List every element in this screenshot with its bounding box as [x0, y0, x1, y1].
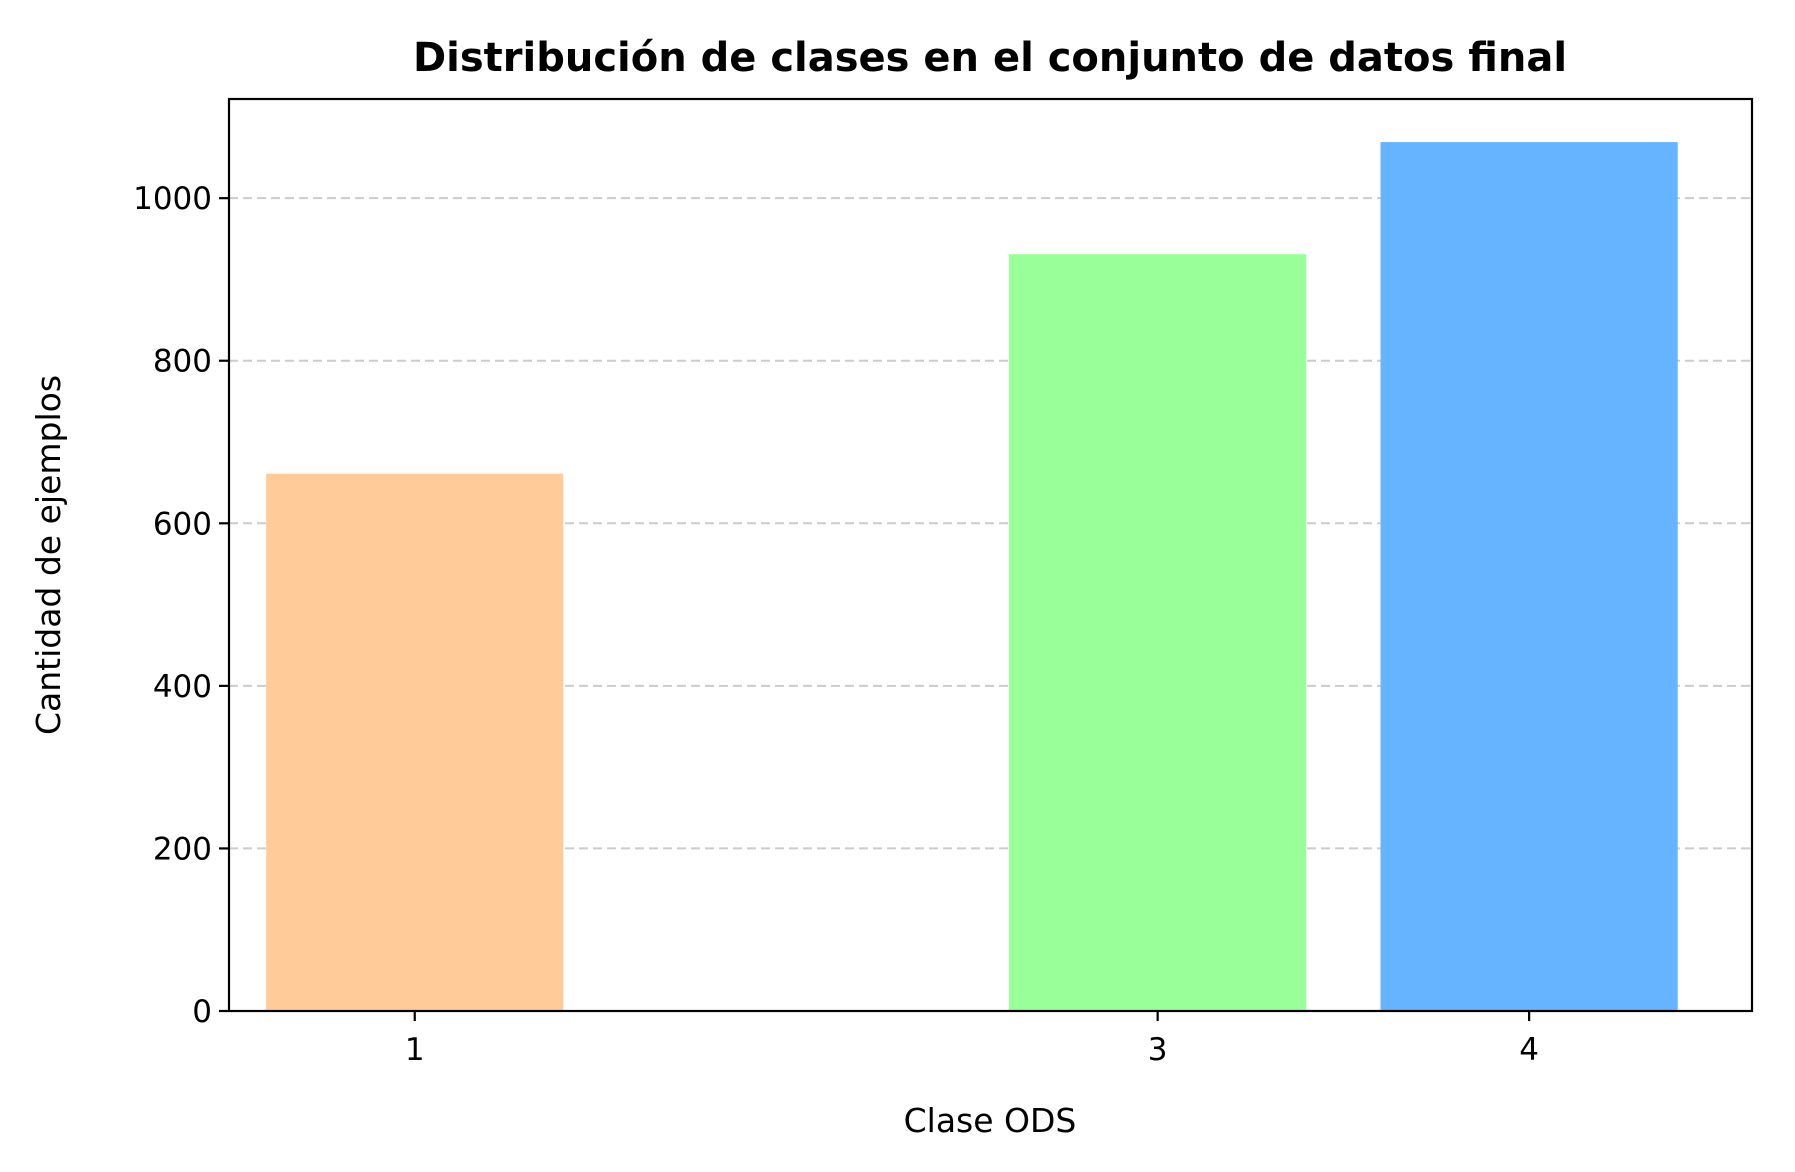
x-axis-ticks: 1 3 4	[405, 1011, 1539, 1068]
y-tick-label-200: 200	[153, 831, 212, 867]
x-tick-label-4: 4	[1519, 1032, 1539, 1068]
y-axis-ticks: 0 200 400 600 800 1000	[133, 181, 229, 1030]
plot-frame	[227, 97, 1754, 1013]
bar-clase-1	[266, 473, 564, 1012]
bar-clase-3	[1009, 254, 1307, 1011]
bar-clase-4	[1380, 142, 1678, 1012]
x-axis-label: Clase ODS	[904, 1101, 1077, 1140]
y-tick-label-0: 0	[192, 994, 212, 1030]
y-tick-label-600: 600	[153, 506, 212, 542]
y-tick-label-800: 800	[153, 344, 212, 380]
bar-layer	[266, 142, 1678, 1012]
y-tick-label-400: 400	[153, 669, 212, 705]
y-axis-label: Cantidad de ejemplos	[29, 375, 68, 735]
x-tick-label-1: 1	[405, 1032, 425, 1068]
x-tick-label-3: 3	[1148, 1032, 1168, 1068]
chart-title: Distribución de clases en el conjunto de…	[413, 35, 1567, 81]
y-tick-label-1000: 1000	[133, 181, 212, 217]
